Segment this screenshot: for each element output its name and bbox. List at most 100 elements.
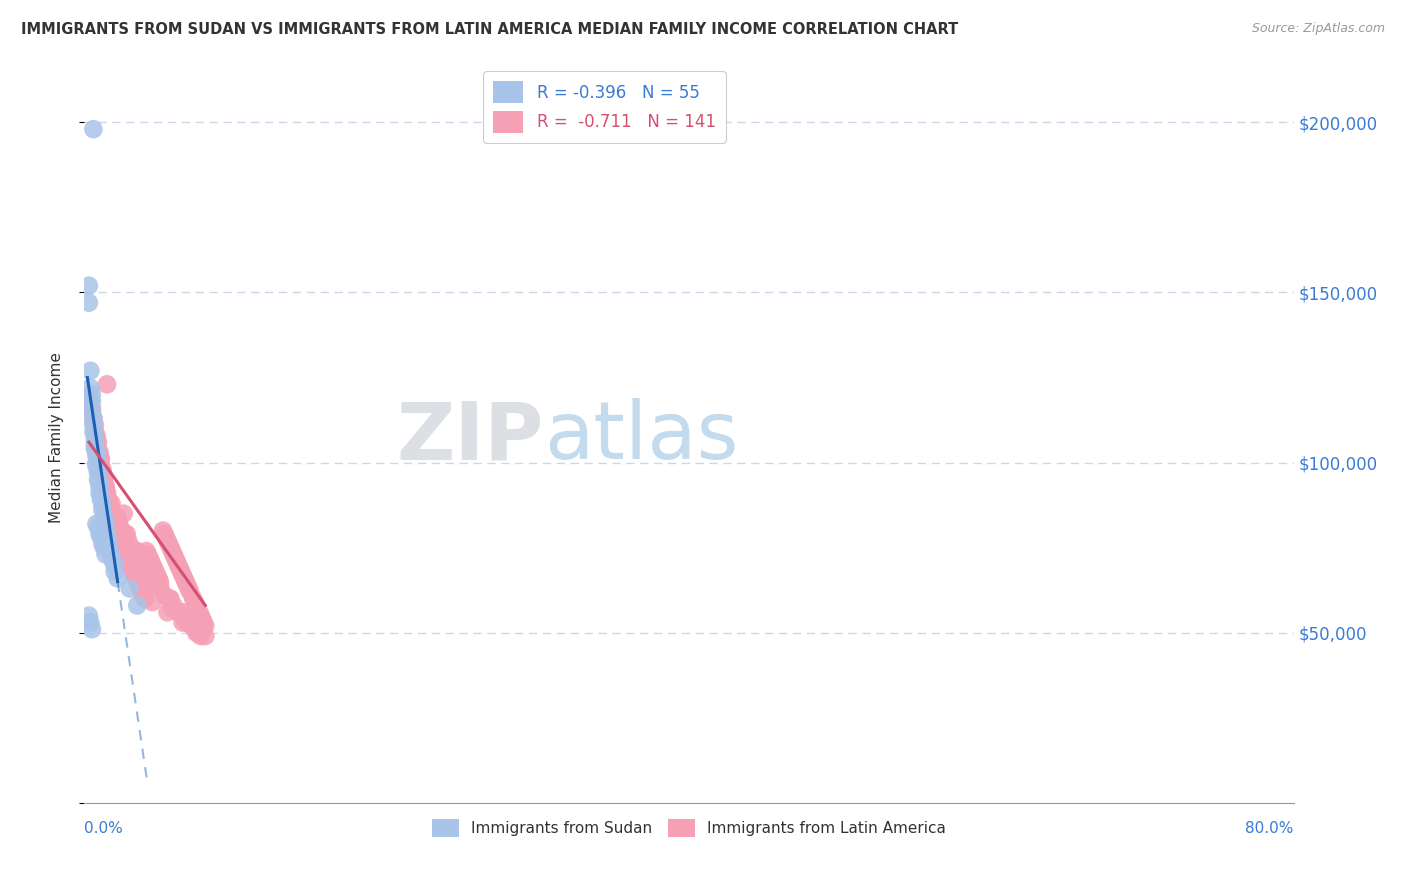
Point [180,619,202,633]
Point [107,510,129,524]
Point [89,456,111,470]
Point [91,503,114,517]
Point [131,585,153,599]
Point [91,466,114,480]
Legend: Immigrants from Sudan, Immigrants from Latin America: Immigrants from Sudan, Immigrants from L… [426,813,952,843]
Point [104,565,127,579]
Point [82,411,104,425]
Point [98,500,121,514]
Point [90,490,112,504]
Point [82,122,104,136]
Point [127,574,149,589]
Point [120,561,142,575]
Point [89,445,111,459]
Point [91,537,114,551]
Text: Source: ZipAtlas.com: Source: ZipAtlas.com [1251,22,1385,36]
Point [89,449,111,463]
Point [94,483,117,497]
Point [94,524,117,538]
Point [129,582,152,596]
Point [79,381,101,395]
Text: atlas: atlas [544,398,738,476]
Point [172,615,194,630]
Point [93,541,115,555]
Point [145,565,167,579]
Point [77,387,100,401]
Point [135,544,157,558]
Point [79,615,101,630]
Point [96,490,118,504]
Point [100,550,122,565]
Point [128,578,150,592]
Point [84,435,107,450]
Point [167,605,190,619]
Point [190,608,212,623]
Point [160,544,183,558]
Point [176,615,198,630]
Point [98,544,121,558]
Point [194,619,217,633]
Point [91,500,114,514]
Point [100,496,122,510]
Point [139,554,162,568]
Point [159,591,181,606]
Point [191,612,214,626]
Point [98,503,121,517]
Point [127,599,149,613]
Point [94,479,117,493]
Point [84,439,107,453]
Point [186,599,208,613]
Point [136,548,159,562]
Point [101,507,124,521]
Point [120,541,142,555]
Point [91,462,114,476]
Point [172,567,194,582]
Point [131,585,153,599]
Point [89,475,111,490]
Point [153,588,176,602]
Point [79,394,101,409]
Point [80,387,103,401]
Point [114,527,136,541]
Y-axis label: Median Family Income: Median Family Income [49,351,63,523]
Point [94,548,117,562]
Point [179,585,201,599]
Point [166,554,188,568]
Point [104,558,127,572]
Point [118,558,141,572]
Point [93,513,115,527]
Point [97,541,120,555]
Point [148,571,170,585]
Point [112,544,135,558]
Point [191,622,214,636]
Point [117,554,139,568]
Point [91,466,114,480]
Point [96,531,118,545]
Point [89,479,111,493]
Point [104,520,127,534]
Point [127,550,149,565]
Point [181,591,204,606]
Point [190,629,212,643]
Point [90,458,112,473]
Point [187,625,209,640]
Point [114,548,136,562]
Point [87,435,110,450]
Point [176,578,198,592]
Point [177,582,200,596]
Point [80,401,103,416]
Point [132,588,155,602]
Point [157,591,180,606]
Point [77,608,100,623]
Point [80,404,103,418]
Point [146,567,169,582]
Point [84,432,107,446]
Point [82,425,104,439]
Point [121,565,143,579]
Point [82,411,104,425]
Point [89,527,111,541]
Point [101,554,124,568]
Point [107,571,129,585]
Point [86,432,108,446]
Point [100,510,122,524]
